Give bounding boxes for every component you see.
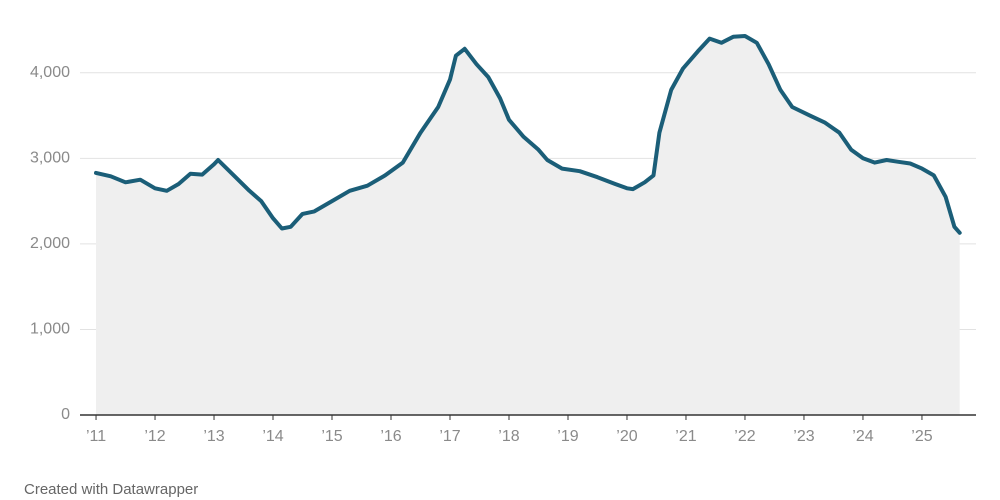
x-tick-label: ’24 [852,428,873,445]
area [96,36,960,415]
x-tick-label: ’18 [498,428,519,445]
x-tick-label: ’16 [380,428,401,445]
y-tick-label: 3,000 [30,150,70,167]
x-tick-label: ’13 [203,428,224,445]
x-tick-label: ’23 [793,428,814,445]
x-tick-label: ’12 [144,428,165,445]
footer: Created with Datawrapper [24,481,198,498]
x-tick-label: ’22 [734,428,755,445]
x-tick-label: ’15 [321,428,342,445]
x-tick-label: ’25 [911,428,932,445]
x-tick-label: ’20 [616,428,637,445]
x-tick-label: ’19 [557,428,578,445]
y-tick-label: 1,000 [30,321,70,338]
y-tick-label: 4,000 [30,64,70,81]
x-tick-label: ’21 [675,428,696,445]
y-tick-label: 2,000 [30,235,70,252]
y-tick-label: 0 [61,406,70,423]
x-tick-label: ’11 [86,428,106,445]
x-tick-label: ’17 [439,428,460,445]
line [94,34,962,235]
x-tick-label: ’14 [262,428,283,445]
